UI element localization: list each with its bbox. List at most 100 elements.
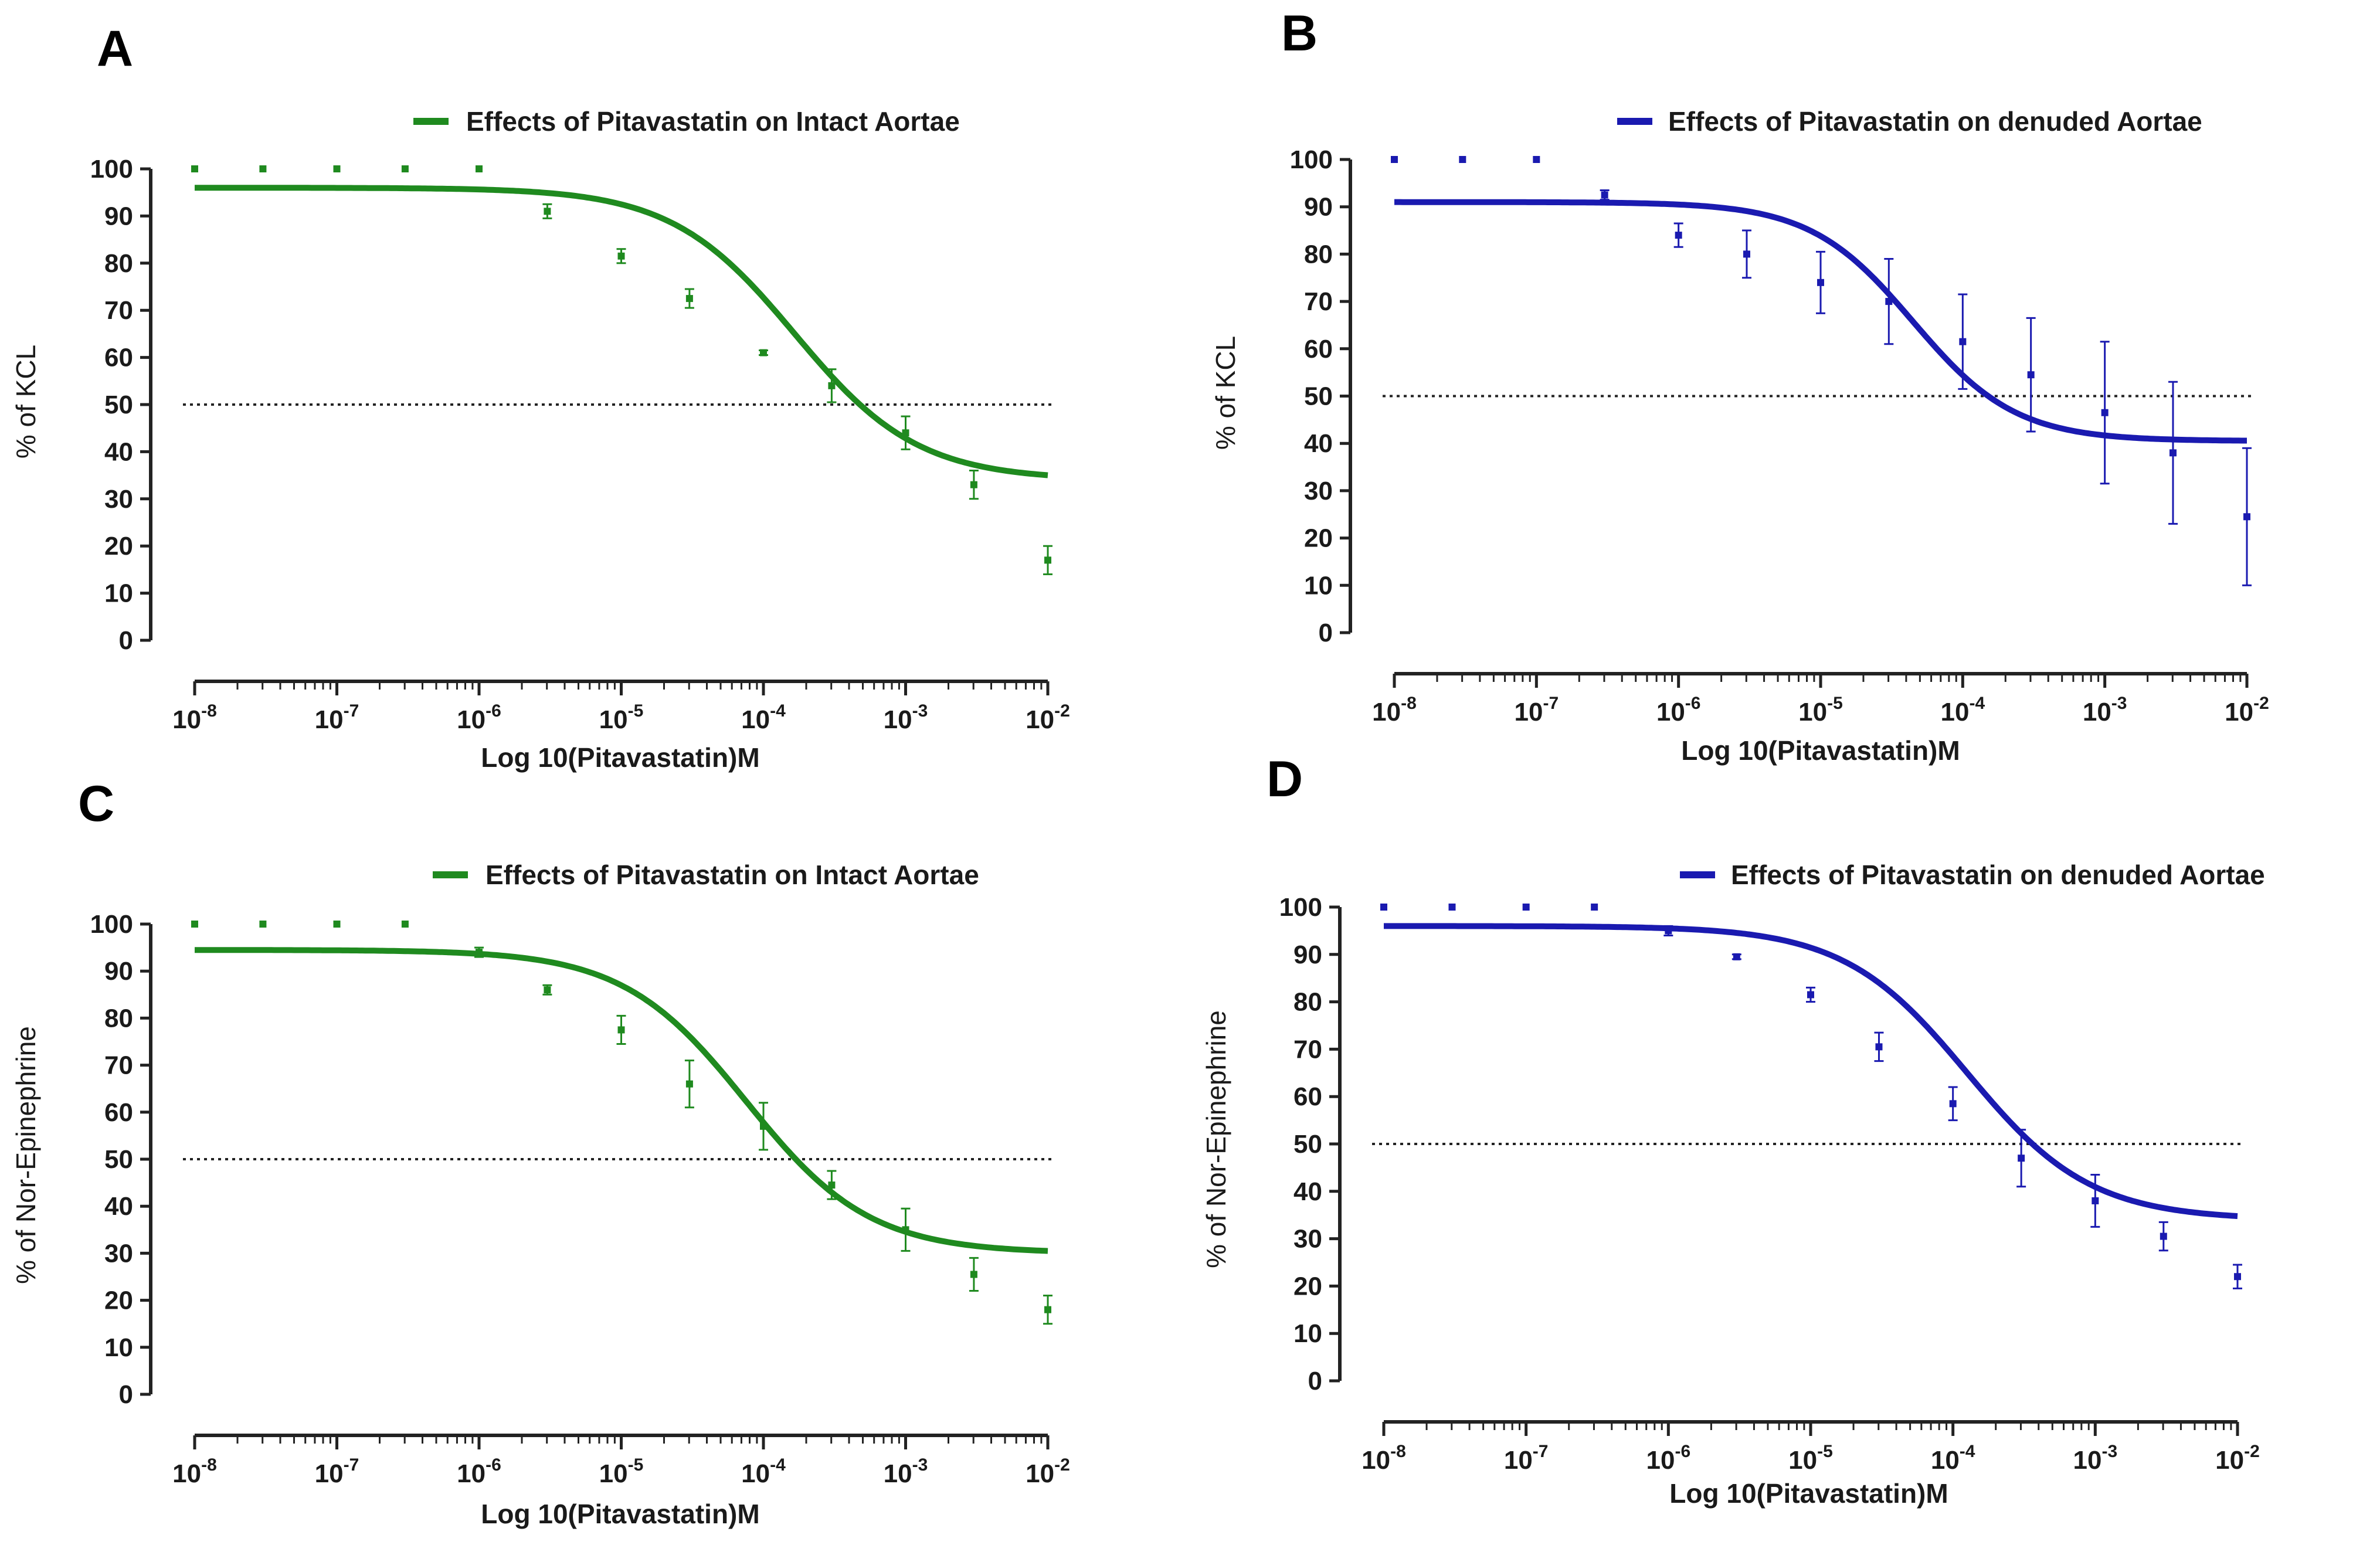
data-point: [1533, 156, 1540, 163]
y-tick-label: 0: [119, 1380, 133, 1409]
x-tick-label: 10-4: [741, 701, 786, 734]
data-point: [544, 208, 551, 215]
panel-a: A Effects of Pitavastatin on Intact Aort…: [11, 21, 1070, 773]
y-tick-label: 70: [1304, 287, 1333, 316]
plot-area: 0 10 20 30 40 50 60 70 80 90 100 10-8 10-7 10-6 10-5 10…: [90, 910, 1070, 1488]
y-tick-label: 100: [1279, 893, 1322, 922]
y-tick-label: 50: [1304, 382, 1333, 411]
y-tick-label: 40: [104, 1192, 133, 1221]
data-point: [2101, 409, 2109, 416]
data-point: [970, 481, 977, 488]
panel-letter-a: A: [97, 21, 133, 77]
data-point: [1665, 927, 1672, 935]
data-point: [1807, 991, 1814, 999]
y-tick-label: 0: [1308, 1367, 1322, 1395]
y-tick-label: 100: [1290, 145, 1333, 174]
x-tick-label: 10-7: [315, 701, 359, 734]
panel-d: D Effects of Pitavastatin on denuded Aor…: [1201, 751, 2265, 1509]
x-tick-label: 10-3: [2083, 694, 2127, 726]
y-tick-label: 10: [1293, 1319, 1322, 1348]
x-tick-label: 10-4: [1931, 1442, 1975, 1475]
x-tick-label: 10-7: [1504, 1442, 1549, 1475]
y-tick-label: 70: [104, 1051, 133, 1080]
data-point: [1448, 904, 1456, 911]
data-point: [333, 165, 341, 172]
x-tick-label: 10-4: [1941, 694, 1985, 726]
data-point: [259, 165, 267, 172]
y-tick-label: 50: [104, 1145, 133, 1174]
y-tick-label: 40: [1304, 429, 1333, 458]
y-tick-label: 60: [1293, 1082, 1322, 1111]
plot-area: 0 10 20 30 40 50 60 70 80 90 100 10-8 10-7 10-6 10-5 10…: [90, 155, 1070, 734]
x-tick-label: 10-6: [1646, 1442, 1691, 1475]
y-tick-label: 60: [104, 344, 133, 372]
x-tick-label: 10-2: [2215, 1442, 2260, 1475]
panel-letter-c: C: [78, 776, 114, 832]
data-point: [1733, 953, 1740, 960]
x-tick-label: 10-8: [1372, 694, 1417, 726]
data-point: [1391, 156, 1398, 163]
x-tick-label: 10-5: [1798, 694, 1843, 726]
y-tick-label: 100: [90, 155, 133, 184]
x-axis-title: Log 10(Pitavastatin)M: [481, 1499, 759, 1529]
data-point: [476, 165, 483, 172]
data-point: [685, 1080, 693, 1088]
plot-area: 0 10 20 30 40 50 60 70 80 90 100 10-8 10-7 10-6 10-5 10…: [1279, 893, 2260, 1475]
data-point: [401, 165, 409, 172]
x-tick-label: 10-6: [457, 701, 501, 734]
data-point: [1743, 250, 1750, 258]
data-point: [2027, 371, 2035, 379]
x-tick-label: 10-6: [457, 1455, 501, 1488]
y-tick-label: 20: [104, 1286, 133, 1315]
data-point: [970, 1271, 977, 1278]
x-tick-label: 10-3: [884, 701, 928, 734]
y-tick-label: 10: [1304, 571, 1333, 600]
data-point: [1044, 1306, 1051, 1313]
data-point: [1522, 904, 1530, 911]
y-tick-label: 30: [1304, 477, 1333, 505]
x-tick-label: 10-8: [1362, 1442, 1406, 1475]
data-point: [191, 921, 198, 928]
x-tick-label: 10-2: [1026, 1455, 1070, 1488]
data-point: [1675, 232, 1682, 239]
x-tick-label: 10-8: [172, 1455, 217, 1488]
y-tick-label: 40: [1293, 1177, 1322, 1206]
data-point: [902, 1226, 909, 1234]
y-axis-title: % of KCL: [1210, 336, 1241, 450]
y-tick-label: 20: [1304, 524, 1333, 553]
y-tick-label: 20: [1293, 1272, 1322, 1300]
panel-b: B Effects of Pitavastatin on denuded Aor…: [1210, 5, 2269, 766]
data-point: [2018, 1154, 2025, 1162]
x-tick-label: 10-5: [599, 1455, 644, 1488]
data-point: [1591, 904, 1598, 911]
y-tick-label: 70: [104, 296, 133, 325]
data-point: [2160, 1232, 2167, 1240]
data-point: [902, 429, 909, 437]
data-point: [685, 295, 693, 303]
data-point: [1459, 156, 1466, 163]
data-point: [476, 949, 483, 956]
y-tick-label: 80: [104, 249, 133, 278]
x-axis-title: Log 10(Pitavastatin)M: [1669, 1478, 1948, 1509]
data-point: [828, 382, 836, 389]
y-tick-label: 10: [104, 579, 133, 608]
x-tick-label: 10-3: [2073, 1442, 2118, 1475]
data-point: [401, 921, 409, 928]
y-tick-label: 80: [1304, 240, 1333, 269]
legend-label: Effects of Pitavastatin on denuded Aorta…: [1731, 860, 2265, 890]
data-point: [1601, 191, 1608, 199]
data-point: [544, 986, 551, 994]
legend-label: Effects of Pitavastatin on Intact Aortae: [466, 106, 960, 137]
data-point: [333, 921, 341, 928]
y-tick-label: 40: [104, 437, 133, 466]
data-point: [760, 349, 767, 356]
data-point: [1044, 556, 1051, 564]
data-point: [1949, 1100, 1957, 1108]
y-tick-label: 30: [1293, 1225, 1322, 1254]
x-axis-title: Log 10(Pitavastatin)M: [1681, 735, 1960, 766]
y-tick-label: 80: [104, 1004, 133, 1033]
x-tick-label: 10-5: [599, 701, 644, 734]
panel-c: C Effects of Pitavastatin on Intact Aort…: [11, 776, 1070, 1529]
data-point: [2243, 513, 2250, 521]
